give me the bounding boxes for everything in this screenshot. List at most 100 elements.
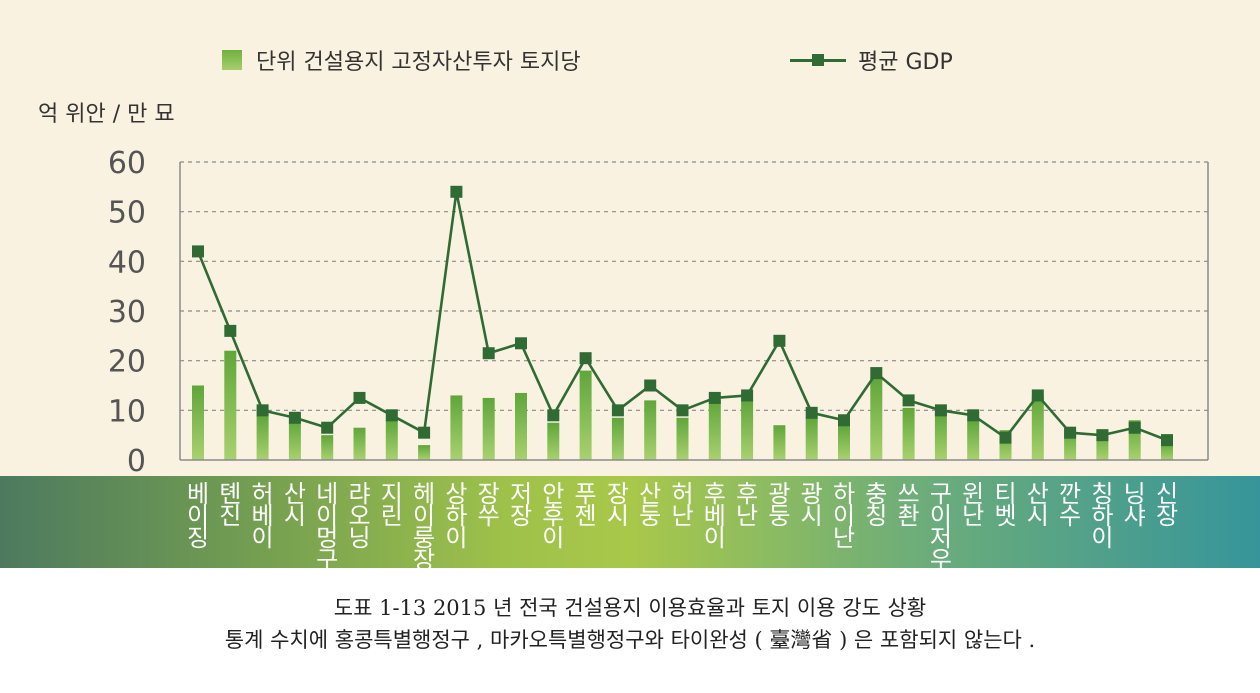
gdp-point bbox=[1096, 429, 1109, 442]
y-tick-label: 60 bbox=[108, 146, 146, 181]
gdp-point bbox=[934, 404, 947, 417]
gdp-point bbox=[870, 367, 883, 380]
bar bbox=[644, 400, 657, 460]
gdp-point bbox=[1031, 389, 1044, 402]
gdp-point bbox=[482, 347, 495, 360]
bar bbox=[385, 420, 398, 460]
category-layer: 베 이 징 톈 진 허 베 이 산 시 네 이 멍 구 랴 오 닝 지 린 헤 이 룽 장 상 하 이 장 쑤저 장 안 후 이 푸 젠장 시산 둥허… bbox=[187, 480, 1178, 568]
gdp-point bbox=[1161, 434, 1173, 447]
category-band bbox=[0, 476, 1260, 568]
gdp-point bbox=[353, 391, 366, 404]
gdp-point bbox=[192, 245, 204, 258]
legend-bar-swatch bbox=[222, 50, 242, 70]
gdp-point bbox=[838, 414, 850, 427]
gdp-point bbox=[999, 431, 1012, 444]
bar bbox=[676, 417, 689, 460]
bar bbox=[321, 435, 334, 460]
gdp-point bbox=[450, 185, 463, 198]
bar bbox=[611, 417, 624, 460]
bar bbox=[482, 397, 495, 460]
line-layer bbox=[192, 185, 1173, 447]
gdp-point bbox=[805, 406, 818, 419]
gdp-point bbox=[773, 334, 786, 347]
gdp-point bbox=[288, 411, 301, 424]
gdp-point bbox=[256, 404, 269, 417]
gdp-point bbox=[515, 337, 527, 350]
legend-bar-item: 단위 건설용지 고정자산투자 토지당 bbox=[222, 44, 581, 76]
gdp-point bbox=[1128, 421, 1141, 434]
bar bbox=[741, 400, 754, 460]
caption: 도표 1-13 2015 년 전국 건설용지 이용효율과 토지 이용 강도 상황… bbox=[0, 592, 1260, 656]
bar-layer bbox=[192, 350, 1173, 460]
caption-title: 도표 1-13 2015 년 전국 건설용지 이용효율과 토지 이용 강도 상황 bbox=[333, 596, 927, 620]
legend-line-item: 평균 GDP bbox=[790, 44, 953, 76]
y-tick-label: 50 bbox=[108, 196, 146, 231]
gdp-point bbox=[385, 409, 398, 422]
gdp-point bbox=[1064, 426, 1077, 439]
gdp-point bbox=[902, 394, 915, 407]
bar bbox=[1161, 442, 1173, 460]
y-tick-label: 40 bbox=[108, 245, 146, 280]
bar bbox=[708, 400, 721, 460]
bar bbox=[418, 445, 431, 460]
caption-note: 통계 수치에 홍콩특별행정구 , 마카오특별행정구와 타이완성 ( 臺灣省 ) … bbox=[224, 628, 1036, 652]
y-tick-label: 0 bbox=[127, 444, 146, 479]
gdp-line bbox=[196, 190, 1168, 442]
legend-line-swatch bbox=[790, 50, 846, 70]
gdp-point bbox=[321, 421, 334, 434]
gdp-point bbox=[579, 352, 592, 365]
legend-bar-label: 단위 건설용지 고정자산투자 토지당 bbox=[256, 50, 581, 75]
bar bbox=[224, 350, 237, 460]
gdp-point bbox=[708, 391, 721, 404]
bar bbox=[934, 412, 947, 460]
bar bbox=[773, 425, 786, 460]
gdp-point bbox=[967, 409, 980, 422]
y-tick-label: 10 bbox=[108, 394, 146, 429]
gdp-point bbox=[676, 404, 689, 417]
gdp-point bbox=[224, 324, 237, 337]
bar bbox=[547, 422, 560, 460]
y-tick-label: 30 bbox=[108, 295, 146, 330]
bar bbox=[288, 420, 301, 460]
bar bbox=[1031, 395, 1044, 460]
grid-layer bbox=[180, 161, 1208, 411]
legend-line-label: 평균 GDP bbox=[858, 50, 953, 75]
bar bbox=[256, 415, 269, 460]
gdp-point bbox=[547, 409, 560, 422]
tick-layer: 0 10 20 30 40 50 60 bbox=[108, 146, 146, 479]
bar bbox=[870, 378, 883, 460]
gdp-point bbox=[611, 404, 624, 417]
bar bbox=[515, 392, 527, 460]
y-tick-label: 20 bbox=[108, 345, 146, 380]
y-axis-unit-label: 억 위안 / 만 묘 bbox=[38, 102, 175, 127]
